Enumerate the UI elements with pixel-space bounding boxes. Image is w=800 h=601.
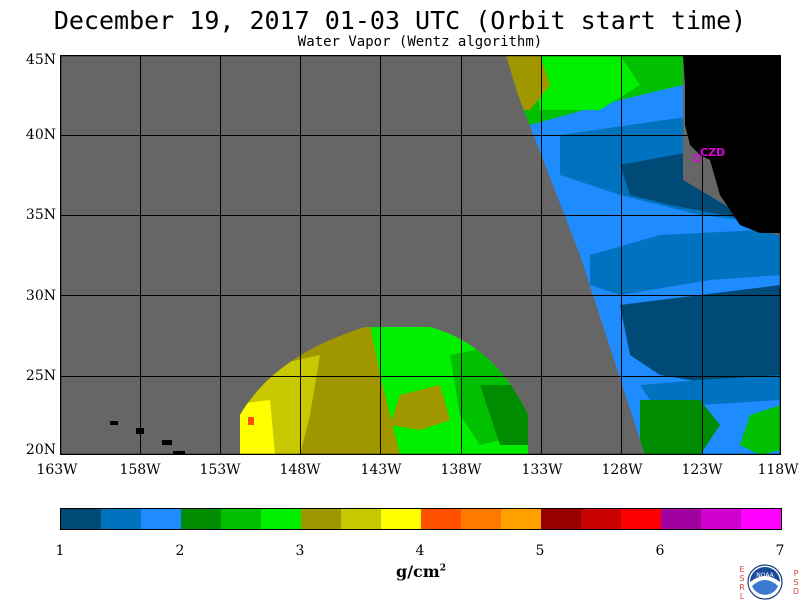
logo-letter-r: R [739,583,745,592]
station-marker-icon [692,153,702,163]
lat-label-45n: 45N [25,52,56,68]
logo-letter-s: S [739,574,745,583]
lon-label-148w: 148W [279,462,321,478]
colorbar-tick-7: 7 [775,543,785,559]
lon-label-133w: 133W [521,462,563,478]
lat-label-20n: 20N [25,442,56,458]
colorbar-segment [661,509,701,529]
map-frame [60,55,781,455]
lat-lon-grid [60,55,781,455]
colorbar-tick-2: 2 [175,543,185,559]
station-label: CZD [700,146,726,159]
lat-label-40n: 40N [25,127,56,143]
logo-right-letters: P S D [792,569,800,596]
lon-label-143w: 143W [360,462,402,478]
colorbar-segment [341,509,381,529]
colorbar-segment [541,509,581,529]
lon-label-138w: 138W [440,462,482,478]
chart-subtitle: Water Vapor (Wentz algorithm) [297,34,543,50]
colorbar-frame [60,508,782,530]
water-vapor-map [60,55,781,455]
logo-text: NOAA [756,572,774,579]
colorbar-segment [741,509,781,529]
logo-letter-d: D [792,587,800,596]
north-america-land [683,55,781,233]
colorbar [60,508,782,530]
colorbar-segment [221,509,261,529]
chart-title: December 19, 2017 01-03 UTC (Orbit start… [53,6,747,35]
colorbar-segment [61,509,101,529]
lon-label-163w: 163W [36,462,78,478]
colorbar-units: g/cm2 [396,562,446,581]
colorbar-segment [461,509,501,529]
logo-letter-s2: S [793,578,799,587]
lon-label-118w: 118W [757,462,799,478]
colorbar-segment [381,509,421,529]
colorbar-segment [301,509,341,529]
colorbar-segment [101,509,141,529]
colorbar-tick-1: 1 [55,543,65,559]
colorbar-tick-3: 3 [295,543,305,559]
colorbar-segment [181,509,221,529]
colorbar-segment [701,509,741,529]
lat-label-25n: 25N [25,368,56,384]
lon-label-128w: 128W [601,462,643,478]
units-base: g/cm [396,562,440,581]
units-exponent: 2 [439,563,446,574]
lon-label-153w: 153W [199,462,241,478]
colorbar-segment [501,509,541,529]
colorbar-tick-5: 5 [535,543,545,559]
logo-letter-l: L [739,592,745,601]
logo-letter-p: P [793,569,799,578]
high-value-spot [248,417,254,425]
colorbar-tick-4: 4 [415,543,425,559]
lon-label-123w: 123W [681,462,723,478]
colorbar-segment [581,509,621,529]
lon-label-158w: 158W [119,462,161,478]
lat-label-35n: 35N [25,207,56,223]
colorbar-tick-6: 6 [655,543,665,559]
colorbar-segment [621,509,661,529]
lat-label-30n: 30N [25,288,56,304]
colorbar-segment [141,509,181,529]
colorbar-segment [421,509,461,529]
logo-left-letters: E S R L [738,565,746,601]
colorbar-segment [261,509,301,529]
noaa-logo-icon: NOAA [747,564,783,600]
logo-letter-e: E [739,565,745,574]
